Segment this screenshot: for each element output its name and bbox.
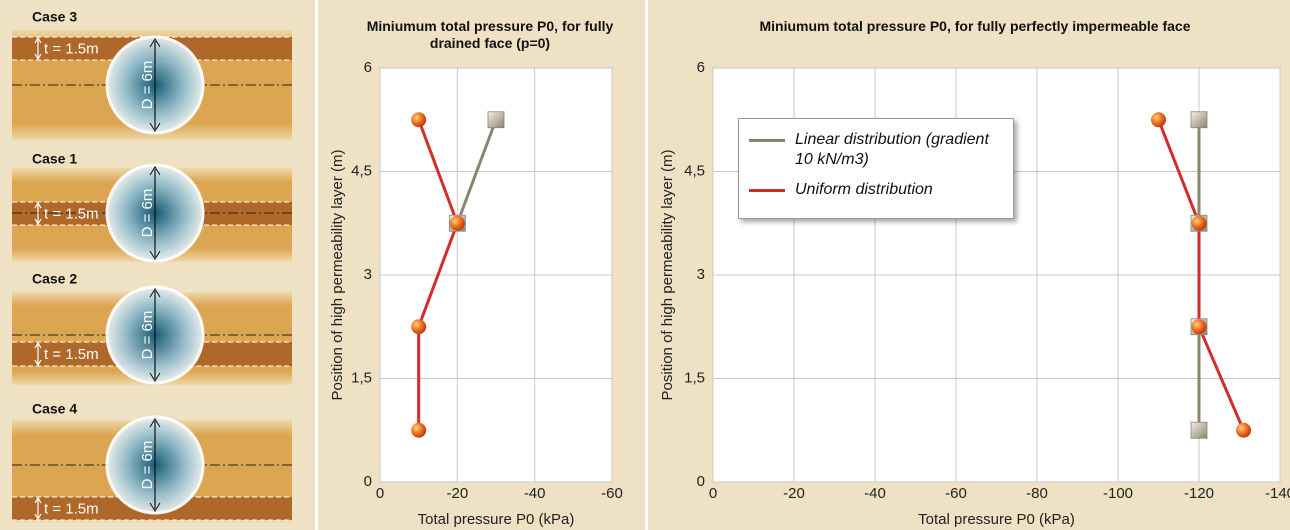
x-tick-label: -40	[524, 485, 546, 502]
point	[1236, 423, 1251, 438]
figure: D = 6m Case 3 t = 1.5m D = 6m Case 1 t = 1.5m…	[0, 0, 1290, 530]
x-tick-label: -20	[446, 485, 468, 502]
thickness-label: t = 1.5m	[44, 205, 99, 222]
x-tick-label: -140	[1265, 485, 1290, 502]
y-tick-label: 4,5	[684, 162, 705, 179]
thickness-label: t = 1.5m	[44, 500, 99, 517]
chart-title: Miniumum total pressure P0, for fully dr…	[340, 18, 640, 52]
point	[411, 423, 426, 438]
y-tick-label: 1,5	[684, 369, 705, 386]
y-tick-label: 3	[364, 266, 372, 283]
x-tick-label: -20	[783, 485, 805, 502]
y-tick-label: 0	[364, 473, 372, 490]
point	[1151, 112, 1166, 127]
thickness-label: t = 1.5m	[44, 40, 99, 57]
x-tick-label: -60	[601, 485, 623, 502]
diameter-label: D = 6m	[139, 441, 156, 490]
legend-item: Uniform distribution	[745, 180, 1007, 200]
legend-label: Uniform distribution	[795, 180, 995, 200]
x-tick-label: 0	[709, 485, 717, 502]
y-tick-label: 0	[697, 473, 705, 490]
legend-swatch	[749, 139, 785, 142]
legend: Linear distribution (gradient 10 kN/m3) U…	[738, 118, 1014, 219]
point	[488, 112, 504, 128]
y-tick-label: 1,5	[351, 369, 372, 386]
legend-label: Linear distribution (gradient 10 kN/m3)	[795, 130, 995, 170]
point	[411, 319, 426, 334]
point	[411, 112, 426, 127]
y-tick-label: 4,5	[351, 162, 372, 179]
y-tick-label: 3	[697, 266, 705, 283]
legend-item: Linear distribution (gradient 10 kN/m3)	[745, 130, 1007, 170]
thickness-label: t = 1.5m	[44, 346, 99, 363]
diameter-label: D = 6m	[139, 189, 156, 238]
x-axis-label: Total pressure P0 (kPa)	[918, 511, 1075, 528]
case-label: Case 2	[32, 271, 77, 287]
x-tick-label: 0	[376, 485, 384, 502]
y-tick-label: 6	[364, 59, 372, 76]
case-label: Case 3	[32, 9, 77, 25]
chart-title: Miniumum total pressure P0, for fully pe…	[660, 18, 1290, 35]
x-axis-label: Total pressure P0 (kPa)	[418, 511, 575, 528]
legend-swatch	[749, 189, 785, 192]
case-label: Case 4	[32, 401, 77, 417]
page: D = 6m Case 3 t = 1.5m D = 6m Case 1 t = 1.5m…	[0, 0, 1290, 530]
diameter-label: D = 6m	[139, 61, 156, 110]
x-tick-label: -40	[864, 485, 886, 502]
point	[450, 216, 465, 231]
x-tick-label: -60	[945, 485, 967, 502]
case-label: Case 1	[32, 151, 77, 167]
x-tick-label: -80	[1026, 485, 1048, 502]
y-axis-label: Position of high permeability layer (m)	[329, 150, 346, 401]
point	[1192, 216, 1207, 231]
x-tick-label: -100	[1103, 485, 1133, 502]
point	[1191, 112, 1207, 128]
y-axis-label: Position of high permeability layer (m)	[659, 150, 676, 401]
y-tick-label: 6	[697, 59, 705, 76]
x-tick-label: -120	[1184, 485, 1214, 502]
point	[1191, 422, 1207, 438]
point	[1192, 319, 1207, 334]
diameter-label: D = 6m	[139, 311, 156, 360]
